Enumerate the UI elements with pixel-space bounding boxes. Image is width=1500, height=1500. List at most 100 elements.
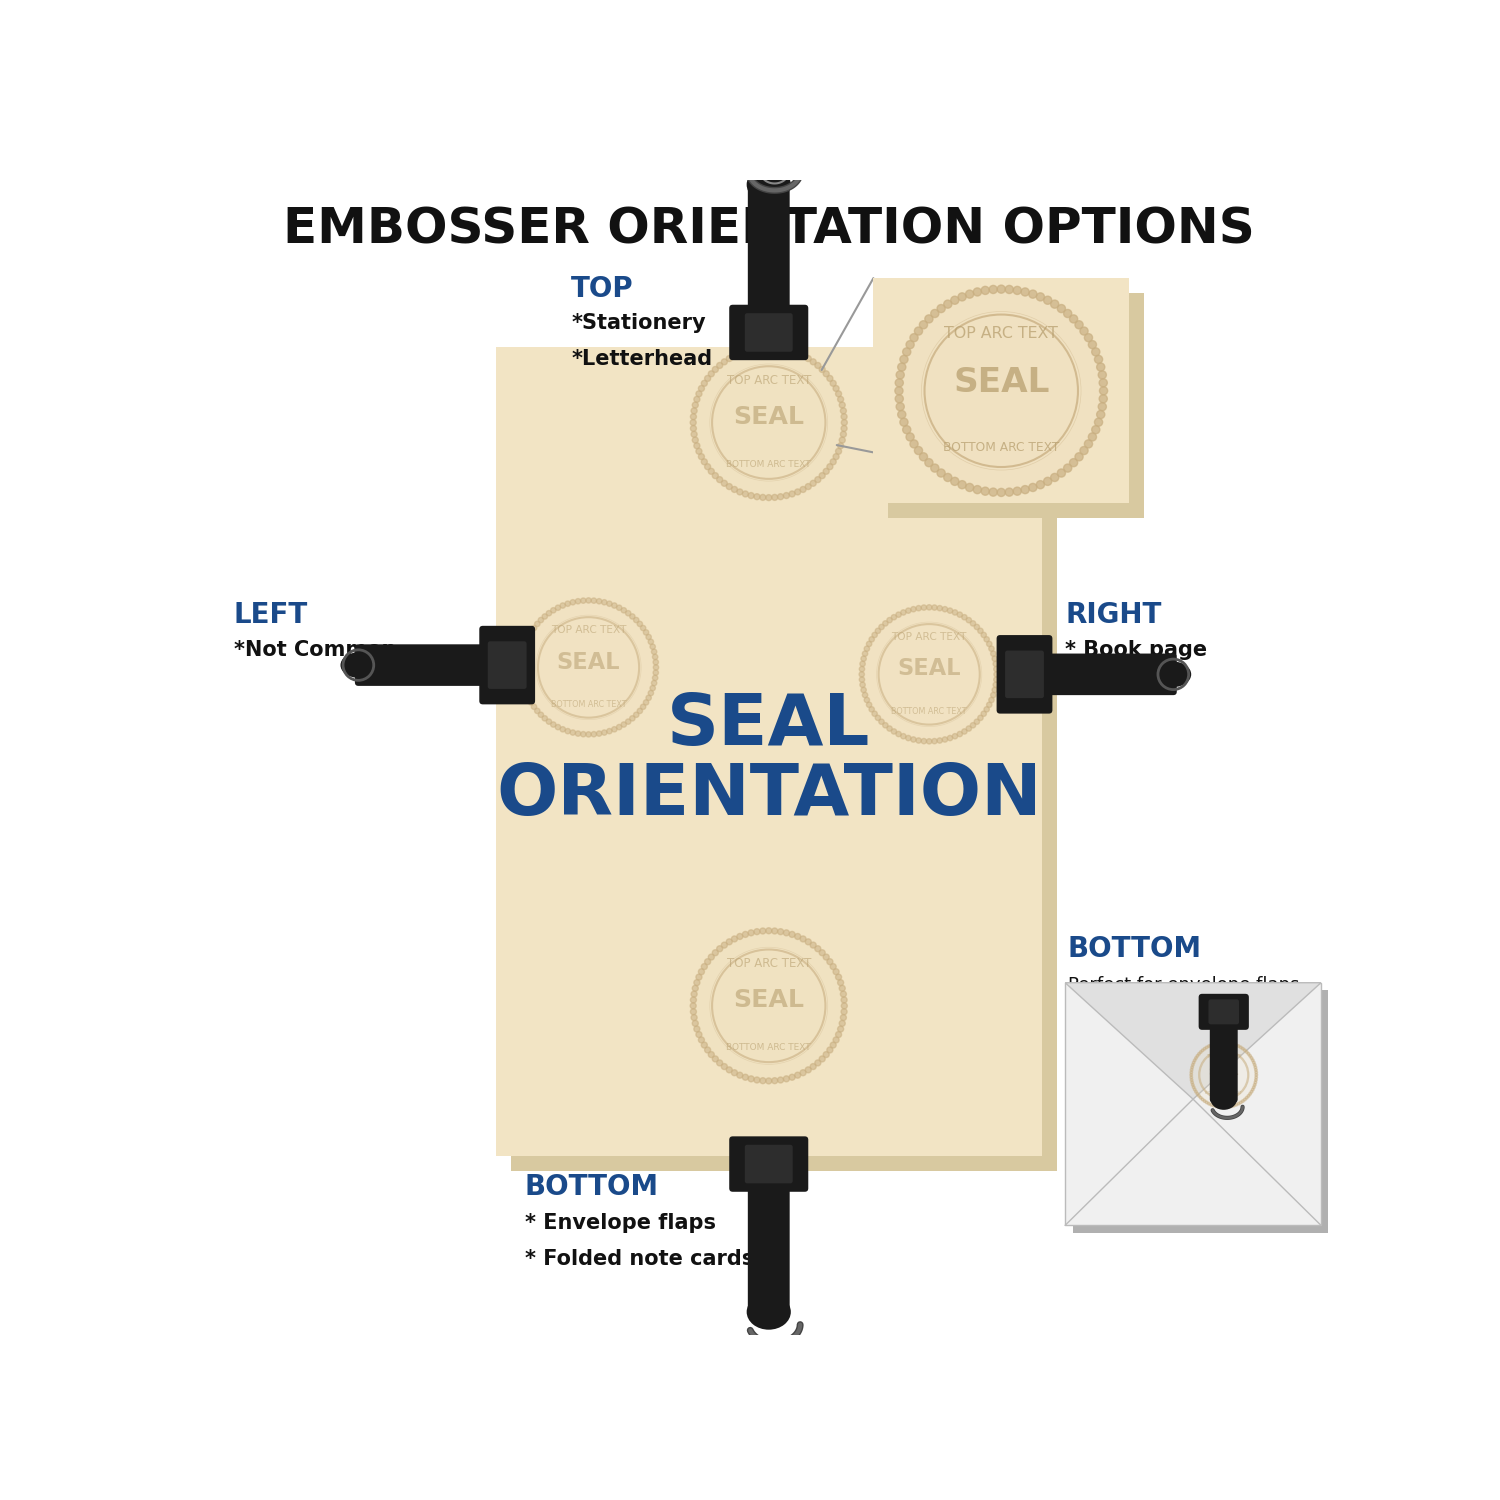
Circle shape — [771, 345, 777, 351]
Circle shape — [771, 928, 777, 934]
Ellipse shape — [340, 652, 376, 678]
Circle shape — [836, 448, 842, 454]
Circle shape — [1092, 426, 1100, 433]
FancyBboxPatch shape — [1072, 990, 1329, 1233]
Circle shape — [699, 386, 705, 392]
Circle shape — [777, 494, 783, 500]
Circle shape — [694, 442, 700, 448]
Circle shape — [966, 290, 974, 298]
FancyBboxPatch shape — [1198, 994, 1249, 1030]
Circle shape — [754, 345, 760, 351]
Ellipse shape — [747, 1294, 790, 1329]
Circle shape — [993, 666, 999, 672]
Circle shape — [777, 345, 783, 351]
Circle shape — [777, 1077, 783, 1083]
Text: TOP ARC TEXT: TOP ARC TEXT — [891, 632, 968, 642]
Text: TOP ARC TEXT: TOP ARC TEXT — [1206, 1054, 1242, 1059]
Circle shape — [760, 345, 766, 351]
Text: SEAL: SEAL — [668, 690, 870, 759]
FancyBboxPatch shape — [748, 1182, 789, 1316]
Text: SEAL: SEAL — [734, 988, 804, 1012]
Circle shape — [891, 729, 897, 734]
Circle shape — [862, 693, 867, 698]
Circle shape — [984, 706, 990, 712]
Circle shape — [550, 722, 556, 728]
FancyBboxPatch shape — [746, 314, 792, 351]
Circle shape — [962, 729, 968, 734]
Circle shape — [910, 736, 916, 742]
Circle shape — [519, 675, 525, 681]
Circle shape — [765, 1078, 772, 1084]
Circle shape — [519, 660, 524, 664]
Circle shape — [942, 606, 948, 612]
Circle shape — [958, 480, 966, 489]
Circle shape — [555, 724, 561, 730]
Circle shape — [783, 346, 789, 352]
Circle shape — [921, 604, 927, 610]
Circle shape — [1191, 1078, 1192, 1082]
Circle shape — [1191, 1066, 1194, 1068]
Circle shape — [736, 933, 742, 939]
Circle shape — [896, 732, 902, 736]
Text: * Folded note cards: * Folded note cards — [525, 1250, 754, 1269]
Circle shape — [900, 610, 906, 615]
Circle shape — [988, 488, 998, 496]
Circle shape — [957, 612, 963, 618]
Circle shape — [861, 608, 996, 741]
Circle shape — [644, 630, 648, 634]
Circle shape — [1256, 1071, 1257, 1074]
Circle shape — [932, 738, 938, 744]
Circle shape — [705, 958, 711, 964]
Circle shape — [920, 321, 927, 328]
Circle shape — [938, 738, 942, 742]
Circle shape — [993, 682, 999, 687]
Circle shape — [694, 396, 700, 402]
Circle shape — [900, 419, 908, 426]
Circle shape — [926, 459, 933, 466]
Circle shape — [837, 442, 843, 448]
Circle shape — [992, 656, 998, 662]
Circle shape — [712, 366, 718, 372]
Circle shape — [1227, 1041, 1230, 1044]
Circle shape — [874, 628, 880, 633]
Circle shape — [827, 958, 833, 964]
Circle shape — [1013, 488, 1022, 495]
Circle shape — [993, 662, 999, 666]
Circle shape — [1244, 1098, 1246, 1101]
Polygon shape — [1065, 982, 1322, 1100]
Circle shape — [900, 734, 906, 740]
Circle shape — [1064, 309, 1072, 318]
Circle shape — [1246, 1053, 1250, 1054]
Circle shape — [1076, 453, 1083, 460]
FancyBboxPatch shape — [996, 634, 1053, 714]
Circle shape — [1222, 1041, 1226, 1044]
Circle shape — [748, 346, 754, 352]
Circle shape — [555, 604, 561, 610]
Circle shape — [988, 646, 994, 651]
Text: EMBOSSER ORIENTATION OPTIONS: EMBOSSER ORIENTATION OPTIONS — [284, 206, 1254, 254]
Circle shape — [531, 704, 537, 710]
Circle shape — [926, 315, 933, 322]
Circle shape — [742, 932, 748, 938]
Circle shape — [692, 432, 698, 438]
Circle shape — [705, 1047, 711, 1053]
Circle shape — [736, 1072, 742, 1078]
Circle shape — [702, 1042, 708, 1048]
Text: BOTTOM: BOTTOM — [1068, 934, 1202, 963]
Circle shape — [1208, 1102, 1210, 1106]
Circle shape — [1070, 459, 1077, 466]
Circle shape — [652, 675, 658, 681]
Circle shape — [693, 348, 844, 498]
Circle shape — [915, 447, 922, 454]
FancyBboxPatch shape — [495, 348, 1042, 1156]
Circle shape — [586, 732, 591, 736]
Circle shape — [839, 436, 844, 442]
Circle shape — [712, 1056, 718, 1062]
Circle shape — [717, 945, 723, 951]
Circle shape — [1196, 1054, 1198, 1058]
Text: BOTTOM ARC TEXT: BOTTOM ARC TEXT — [944, 441, 1059, 454]
Circle shape — [957, 732, 963, 736]
Circle shape — [726, 483, 732, 489]
Circle shape — [984, 636, 990, 642]
Circle shape — [705, 464, 711, 470]
